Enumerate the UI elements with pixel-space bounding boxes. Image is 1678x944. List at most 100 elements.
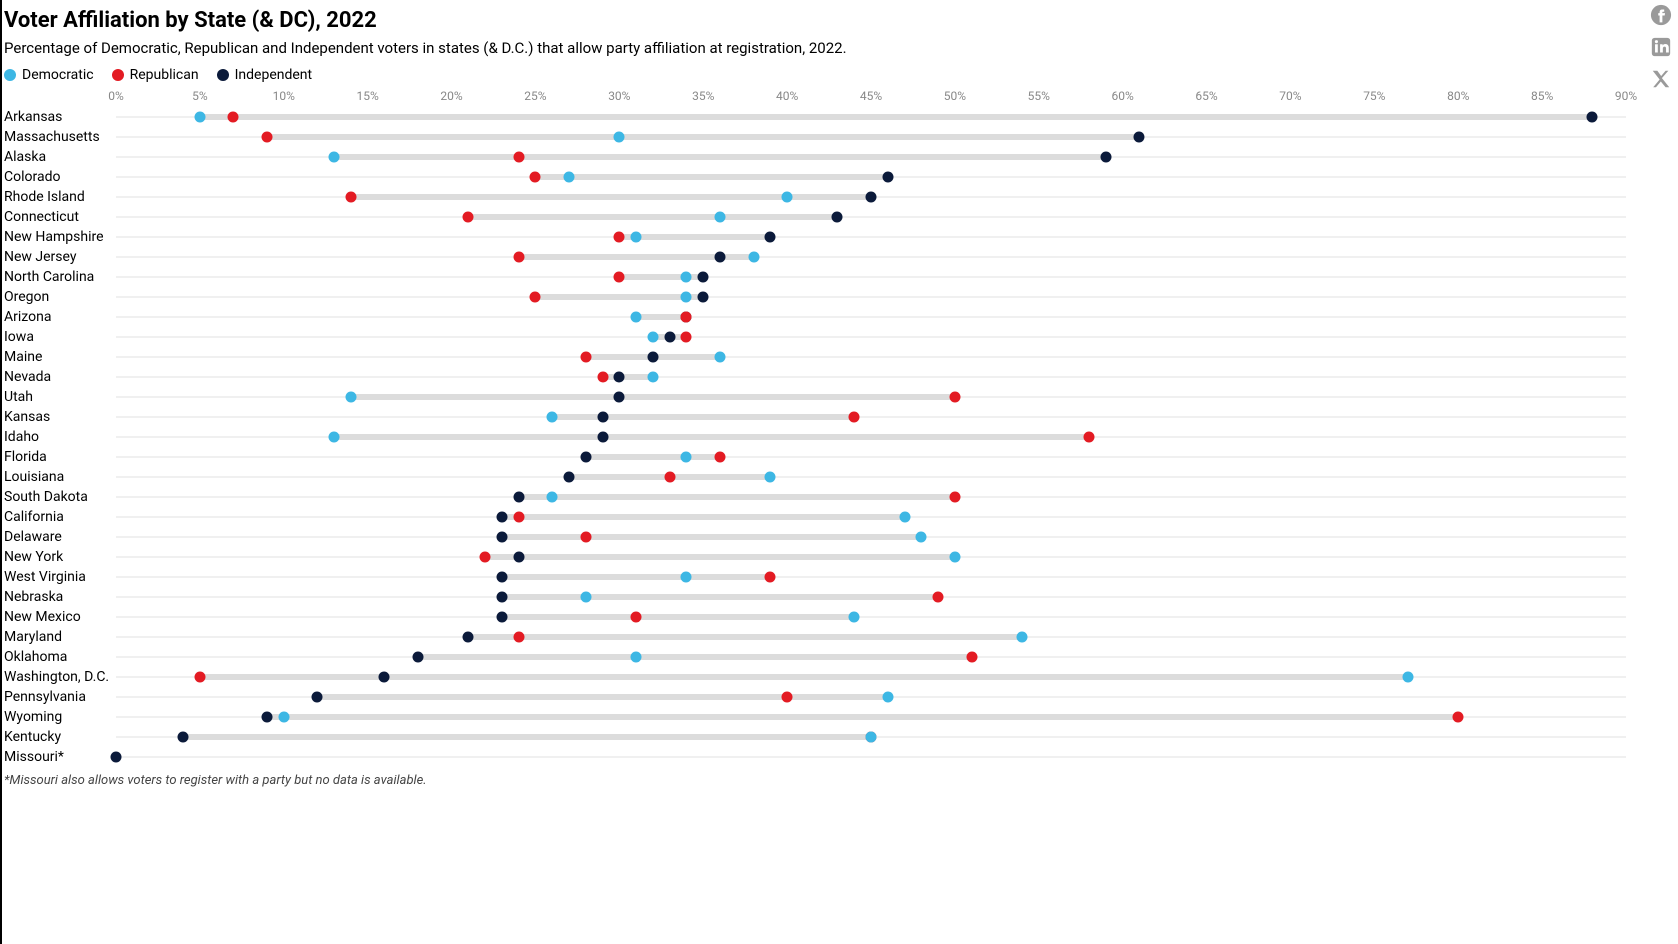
- republican-dot[interactable]: [631, 612, 642, 623]
- independent-dot[interactable]: [178, 732, 189, 743]
- democratic-dot[interactable]: [916, 532, 927, 543]
- independent-dot[interactable]: [463, 632, 474, 643]
- democratic-dot[interactable]: [631, 232, 642, 243]
- republican-dot[interactable]: [1453, 712, 1464, 723]
- independent-dot[interactable]: [496, 612, 507, 623]
- independent-dot[interactable]: [1100, 152, 1111, 163]
- independent-dot[interactable]: [882, 172, 893, 183]
- democratic-dot[interactable]: [614, 132, 625, 143]
- democratic-dot[interactable]: [580, 592, 591, 603]
- democratic-dot[interactable]: [882, 692, 893, 703]
- facebook-icon[interactable]: [1650, 4, 1672, 26]
- republican-dot[interactable]: [614, 272, 625, 283]
- democratic-dot[interactable]: [681, 452, 692, 463]
- democratic-dot[interactable]: [631, 312, 642, 323]
- republican-dot[interactable]: [463, 212, 474, 223]
- republican-dot[interactable]: [228, 112, 239, 123]
- linkedin-icon[interactable]: [1650, 36, 1672, 58]
- republican-dot[interactable]: [849, 412, 860, 423]
- democratic-dot[interactable]: [949, 552, 960, 563]
- democratic-dot[interactable]: [647, 332, 658, 343]
- republican-dot[interactable]: [715, 452, 726, 463]
- democratic-dot[interactable]: [681, 292, 692, 303]
- democratic-dot[interactable]: [849, 612, 860, 623]
- state-row: Florida: [4, 447, 1678, 467]
- independent-dot[interactable]: [1587, 112, 1598, 123]
- independent-dot[interactable]: [614, 372, 625, 383]
- democratic-dot[interactable]: [345, 392, 356, 403]
- independent-dot[interactable]: [866, 192, 877, 203]
- independent-dot[interactable]: [698, 272, 709, 283]
- independent-dot[interactable]: [513, 492, 524, 503]
- independent-dot[interactable]: [715, 252, 726, 263]
- independent-dot[interactable]: [698, 292, 709, 303]
- democratic-dot[interactable]: [1402, 672, 1413, 683]
- republican-dot[interactable]: [966, 652, 977, 663]
- democratic-dot[interactable]: [782, 192, 793, 203]
- independent-dot[interactable]: [580, 452, 591, 463]
- independent-dot[interactable]: [496, 532, 507, 543]
- independent-dot[interactable]: [664, 332, 675, 343]
- independent-dot[interactable]: [262, 712, 273, 723]
- independent-dot[interactable]: [564, 472, 575, 483]
- republican-dot[interactable]: [530, 172, 541, 183]
- independent-dot[interactable]: [597, 412, 608, 423]
- democratic-dot[interactable]: [681, 272, 692, 283]
- democratic-dot[interactable]: [329, 152, 340, 163]
- democratic-dot[interactable]: [681, 572, 692, 583]
- republican-dot[interactable]: [782, 692, 793, 703]
- independent-dot[interactable]: [1134, 132, 1145, 143]
- republican-dot[interactable]: [580, 352, 591, 363]
- democratic-dot[interactable]: [547, 492, 558, 503]
- democratic-dot[interactable]: [748, 252, 759, 263]
- independent-dot[interactable]: [111, 752, 122, 763]
- republican-dot[interactable]: [949, 392, 960, 403]
- independent-dot[interactable]: [647, 352, 658, 363]
- republican-dot[interactable]: [262, 132, 273, 143]
- independent-dot[interactable]: [614, 392, 625, 403]
- republican-dot[interactable]: [933, 592, 944, 603]
- independent-dot[interactable]: [832, 212, 843, 223]
- democratic-dot[interactable]: [194, 112, 205, 123]
- republican-dot[interactable]: [530, 292, 541, 303]
- independent-dot[interactable]: [496, 572, 507, 583]
- democratic-dot[interactable]: [1017, 632, 1028, 643]
- republican-dot[interactable]: [345, 192, 356, 203]
- democratic-dot[interactable]: [715, 352, 726, 363]
- republican-dot[interactable]: [513, 252, 524, 263]
- republican-dot[interactable]: [513, 632, 524, 643]
- republican-dot[interactable]: [580, 532, 591, 543]
- republican-dot[interactable]: [765, 572, 776, 583]
- democratic-dot[interactable]: [547, 412, 558, 423]
- republican-dot[interactable]: [480, 552, 491, 563]
- independent-dot[interactable]: [496, 592, 507, 603]
- republican-dot[interactable]: [681, 312, 692, 323]
- democratic-dot[interactable]: [631, 652, 642, 663]
- republican-dot[interactable]: [513, 152, 524, 163]
- independent-dot[interactable]: [312, 692, 323, 703]
- democratic-dot[interactable]: [899, 512, 910, 523]
- independent-dot[interactable]: [765, 232, 776, 243]
- democratic-dot[interactable]: [564, 172, 575, 183]
- republican-dot[interactable]: [949, 492, 960, 503]
- democratic-dot[interactable]: [278, 712, 289, 723]
- republican-dot[interactable]: [194, 672, 205, 683]
- independent-dot[interactable]: [379, 672, 390, 683]
- republican-dot[interactable]: [664, 472, 675, 483]
- x-icon[interactable]: [1650, 68, 1672, 90]
- republican-dot[interactable]: [513, 512, 524, 523]
- democratic-dot[interactable]: [647, 372, 658, 383]
- democratic-dot[interactable]: [765, 472, 776, 483]
- independent-dot[interactable]: [496, 512, 507, 523]
- democratic-dot[interactable]: [329, 432, 340, 443]
- state-row: New Mexico: [4, 607, 1678, 627]
- independent-dot[interactable]: [413, 652, 424, 663]
- democratic-dot[interactable]: [866, 732, 877, 743]
- republican-dot[interactable]: [614, 232, 625, 243]
- republican-dot[interactable]: [597, 372, 608, 383]
- republican-dot[interactable]: [681, 332, 692, 343]
- republican-dot[interactable]: [1084, 432, 1095, 443]
- independent-dot[interactable]: [513, 552, 524, 563]
- independent-dot[interactable]: [597, 432, 608, 443]
- democratic-dot[interactable]: [715, 212, 726, 223]
